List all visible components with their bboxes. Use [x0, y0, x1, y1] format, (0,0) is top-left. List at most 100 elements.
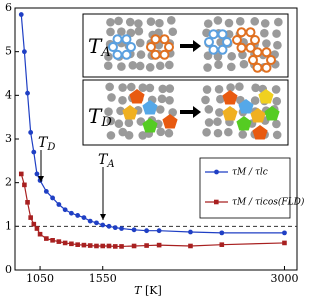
point [106, 223, 112, 229]
point [31, 221, 37, 227]
particle [251, 83, 260, 93]
particle [114, 119, 124, 129]
particle-ring [232, 35, 242, 45]
point [31, 149, 37, 155]
legend: τM / τlc τM / τicos(FLD) [199, 157, 305, 219]
particle [145, 83, 155, 93]
particle [250, 96, 260, 105]
x-tick-label: 3000 [270, 272, 298, 285]
particle [106, 116, 116, 126]
particle-ring [217, 44, 228, 55]
particle [114, 16, 123, 26]
legend-marker [214, 199, 219, 205]
label-sub: A [100, 45, 110, 60]
point [56, 202, 62, 207]
cluster-shape [264, 106, 280, 121]
particle-ring [248, 55, 258, 65]
x-label-main: T [134, 284, 143, 297]
particle-ring [112, 34, 123, 45]
point [56, 239, 62, 244]
point [22, 182, 27, 188]
y-tick-label: 1 [5, 219, 12, 232]
particle [250, 17, 260, 26]
particle [165, 84, 175, 93]
particle [107, 93, 116, 102]
cluster-shape [162, 114, 178, 129]
point [100, 222, 106, 228]
particle [135, 38, 145, 48]
point [81, 242, 87, 248]
arrow-head [193, 40, 201, 52]
inset-d: TD [82, 79, 289, 146]
y-tick-label: 4 [5, 88, 12, 101]
particle [274, 17, 283, 27]
particle [134, 26, 144, 36]
point [43, 189, 49, 194]
particle [273, 40, 282, 50]
particle [213, 16, 223, 25]
particle [271, 85, 281, 94]
particle [145, 63, 155, 72]
particle-ring [217, 29, 228, 40]
particle-ring [150, 34, 161, 45]
particle-ring [208, 44, 219, 55]
particle [260, 28, 269, 38]
point [28, 130, 34, 135]
point [106, 243, 112, 249]
particle [239, 59, 249, 69]
particle [104, 107, 113, 117]
point [62, 207, 68, 213]
legend-box [199, 157, 291, 219]
particle [272, 96, 282, 106]
particle [213, 52, 223, 61]
particle [168, 27, 178, 37]
point [219, 230, 225, 236]
particle-ring [261, 62, 272, 73]
x-label-unit: [K] [145, 284, 162, 297]
particle [202, 128, 211, 137]
particle [226, 83, 235, 92]
cluster-shape [142, 100, 158, 115]
particle-ring [146, 42, 156, 52]
point [144, 228, 150, 234]
particle [202, 85, 212, 94]
particle [213, 117, 222, 127]
particle [116, 106, 125, 116]
particle [203, 19, 213, 28]
particle-ring [121, 34, 132, 45]
point [25, 90, 30, 96]
legend-label: τM / τlc [232, 168, 268, 178]
particle [155, 18, 164, 28]
particle-ring [150, 49, 161, 60]
point [282, 230, 287, 236]
point [100, 243, 106, 249]
cluster-shape [250, 108, 266, 123]
particle-ring [159, 49, 170, 60]
y-tick-label: 0 [5, 263, 12, 276]
particle [165, 60, 174, 70]
legend-label: τM / τicos(FLD) [232, 197, 304, 208]
particle [124, 118, 134, 128]
particle [214, 84, 224, 94]
point [156, 242, 162, 248]
particle [105, 82, 114, 92]
particle [156, 127, 166, 137]
point [75, 242, 80, 247]
point [44, 236, 49, 241]
particle [126, 82, 136, 92]
point [34, 226, 40, 231]
point [34, 171, 40, 177]
point [119, 244, 124, 249]
label-main: T [88, 104, 103, 128]
particle-ring [252, 62, 263, 73]
particle [155, 61, 165, 71]
annotation: TA [98, 152, 115, 170]
cluster-shape [142, 118, 158, 133]
point [156, 228, 162, 234]
label-main: T [88, 34, 103, 58]
annotation-sub: D [46, 142, 55, 153]
particle-ring [261, 47, 272, 58]
particle [262, 39, 271, 48]
particle [238, 50, 247, 60]
point [188, 229, 193, 235]
